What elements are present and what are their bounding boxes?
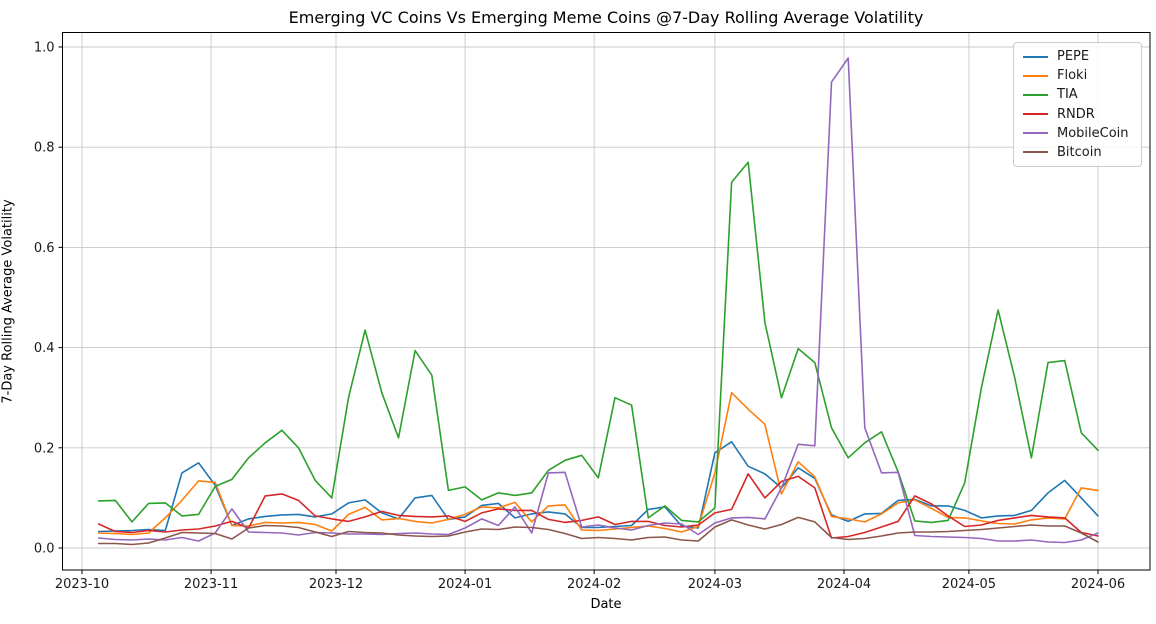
legend-swatch-PEPE [1023, 55, 1048, 58]
plot-border [62, 32, 1151, 571]
series-line-MobileCoin [97, 57, 1099, 544]
y-tick-label: 0.4 [34, 341, 55, 356]
legend-label: Floki [1057, 68, 1088, 84]
x-tick-label: 2024-04 [817, 577, 871, 592]
legend-label: Bitcoin [1057, 144, 1102, 160]
legend-swatch-TIA [1023, 93, 1048, 96]
legend-item-Floki: Floki [1023, 67, 1132, 85]
legend-swatch-RNDR [1023, 113, 1048, 116]
legend: PEPE Floki TIA RNDR MobileCoin Bitcoin [1013, 42, 1142, 167]
legend-swatch-Floki [1023, 74, 1048, 77]
y-tick-label: 0.6 [34, 241, 55, 256]
x-tick-label: 2024-06 [1071, 577, 1125, 592]
y-tick-label: 0.2 [34, 441, 55, 456]
x-tick-label: 2024-03 [688, 577, 742, 592]
y-axis-label: 7-Day Rolling Average Volatility [0, 199, 16, 404]
legend-item-TIA: TIA [1023, 86, 1132, 104]
x-tick-label: 2024-05 [942, 577, 996, 592]
series-line-PEPE [97, 440, 1099, 533]
x-axis-label: Date [590, 597, 622, 612]
y-tick-label: 0.8 [34, 141, 55, 156]
legend-item-Bitcoin: Bitcoin [1023, 143, 1132, 161]
x-tick-label: 2024-02 [567, 577, 621, 592]
x-tick-label: 2023-12 [309, 577, 363, 592]
legend-item-PEPE: PEPE [1023, 48, 1132, 66]
series-line-Floki [97, 391, 1099, 536]
legend-label: RNDR [1057, 106, 1095, 122]
y-tick-label: 0.0 [34, 542, 55, 557]
legend-swatch-MobileCoin [1023, 132, 1048, 135]
legend-item-RNDR: RNDR [1023, 105, 1132, 123]
legend-label: PEPE [1057, 49, 1090, 65]
series-line-Bitcoin [97, 516, 1099, 546]
legend-label: MobileCoin [1057, 125, 1129, 141]
legend-swatch-Bitcoin [1023, 151, 1048, 154]
series-line-TIA [97, 161, 1099, 524]
x-tick-label: 2023-10 [55, 577, 109, 592]
legend-label: TIA [1057, 87, 1078, 103]
y-tick-label: 1.0 [34, 41, 55, 56]
legend-item-MobileCoin: MobileCoin [1023, 124, 1132, 142]
x-tick-label: 2023-11 [184, 577, 238, 592]
x-tick-label: 2024-01 [438, 577, 492, 592]
series-line-RNDR [97, 473, 1099, 539]
chart-title: Emerging VC Coins Vs Emerging Meme Coins… [288, 8, 924, 27]
